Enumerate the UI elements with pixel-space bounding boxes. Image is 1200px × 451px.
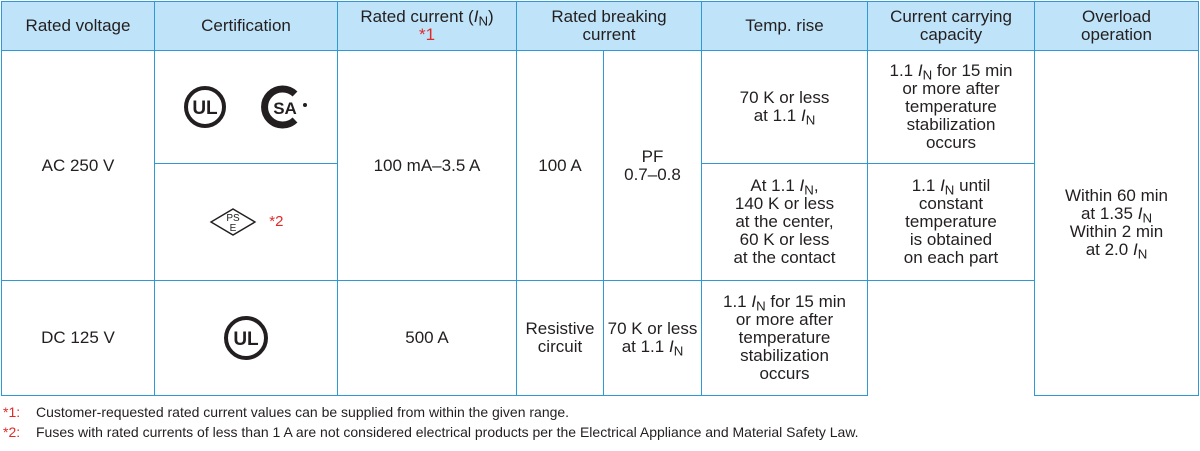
overload-operation-cell: Within 60 min at 1.35 IN Within 2 min at… <box>1034 50 1199 396</box>
footnotes: *1: Customer-requested rated current valu… <box>3 402 859 442</box>
header-certification: Certification <box>154 1 338 51</box>
spec-table: Rated voltage Certification Rated curren… <box>1 1 1199 396</box>
table-row: DC 125 V UL 500 A Resistive circuit 70 K … <box>1 280 1199 396</box>
dc-breaking-current-cell: 500 A <box>337 280 517 396</box>
dc-cert-ul-cell: UL <box>154 280 338 396</box>
temp-rise-cell-2: At 1.1 IN, 140 K or less at the center, 60… <box>701 163 868 281</box>
ac-voltage-cell: AC 250 V <box>1 50 155 281</box>
ac-power-factor-cell: PF 0.7–0.8 <box>603 50 702 281</box>
header-rated-current: Rated current (IN) *1 <box>337 1 517 51</box>
rated-current-range-cell: 100 mA–3.5 A <box>337 50 517 281</box>
ac-cert-ul-csa-cell: UL SA <box>154 50 338 164</box>
carry-capacity-cell-2: 1.1 IN until constant temperature is obtai… <box>867 163 1035 281</box>
ul-listed-icon: UL <box>184 86 227 128</box>
footnote-ref-1: *1 <box>418 25 436 44</box>
footnote-ref-2: *2 <box>269 213 284 230</box>
footnote-2: *2: Fuses with rated currents of less tha… <box>3 424 859 440</box>
dc-voltage-cell: DC 125 V <box>1 280 155 396</box>
dc-circuit-type-cell: Resistive circuit <box>516 280 604 396</box>
header-temp-rise: Temp. rise <box>701 1 868 51</box>
csa-certified-icon: SA <box>260 85 307 129</box>
header-overload-operation: Overload operation <box>1034 1 1199 51</box>
carry-capacity-cell-3: 1.1 IN for 15 min or more after temperatu… <box>701 280 868 396</box>
temp-rise-cell-1: 70 K or less at 1.1 IN <box>701 50 868 164</box>
ac-cert-pse-cell: PS E *2 <box>154 163 338 281</box>
svg-text:UL: UL <box>193 98 219 119</box>
ac-breaking-current-cell: 100 A <box>516 50 604 281</box>
pse-diamond-icon: PS E <box>209 208 256 236</box>
svg-text:E: E <box>229 223 236 234</box>
header-row: Rated voltage Certification Rated curren… <box>1 1 1199 51</box>
header-rated-voltage: Rated voltage <box>1 1 155 51</box>
header-current-carrying-capacity: Current carrying capacity <box>867 1 1035 51</box>
footnote-1: *1: Customer-requested rated current valu… <box>3 404 570 420</box>
svg-text:SA: SA <box>273 99 297 118</box>
ul-recognized-icon: UL <box>224 316 268 360</box>
table-row: AC 250 V UL SA 100 mA–3.5 A 100 A PF 0.7–… <box>1 50 1199 396</box>
carry-capacity-cell-1: 1.1 IN for 15 min or more after temperatu… <box>867 50 1035 164</box>
header-rated-breaking-current: Rated breaking current <box>516 1 702 51</box>
svg-text:PS: PS <box>226 213 240 224</box>
svg-text:UL: UL <box>233 329 259 350</box>
table-row: PS E *2 At 1.1 IN, 140 K or less at the c… <box>2 163 1199 281</box>
temp-rise-cell-3: 70 K or less at 1.1 IN <box>603 280 702 396</box>
